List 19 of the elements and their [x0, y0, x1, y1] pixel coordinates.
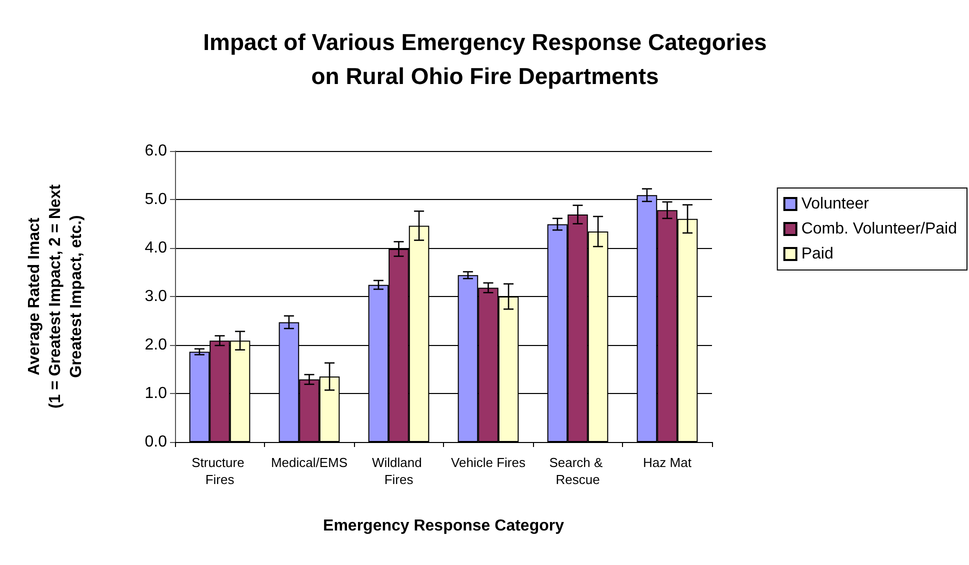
legend-label: Paid [801, 246, 834, 262]
y-tick-label: 5.0 [144, 191, 168, 208]
y-tick-label: 0.0 [144, 434, 168, 450]
x-tick-label: Haz Mat [643, 455, 692, 470]
chart-title: Impact of Various Emergency Response Categories on Rural Ohio Fire Departments [203, 29, 767, 89]
legend-label: Comb. Volunteer/Paid [801, 220, 958, 238]
x-tick-label: Vehicle Fires [451, 455, 526, 470]
x-tick-label: Medical/EMS [270, 455, 348, 470]
legend-label: Volunteer [801, 196, 870, 212]
x-tick-label: Search & Rescue [549, 455, 606, 487]
y-tick-label: 3.0 [144, 288, 168, 305]
y-tick-label: 4.0 [144, 240, 168, 256]
y-axis-title: Average Rated Imact (1 = Greatest Impact, 2 = Next Greatest Impact, etc.) [26, 184, 85, 409]
x-tick-label: Wildland Fires [372, 455, 426, 487]
y-tick-label: 1.0 [144, 385, 168, 402]
y-tick-label: 2.0 [144, 336, 168, 354]
x-tick-label: Structure Fires [192, 455, 248, 487]
x-axis-title: Emergency Response Category [323, 518, 564, 534]
y-tick-label: 6.0 [144, 142, 168, 160]
